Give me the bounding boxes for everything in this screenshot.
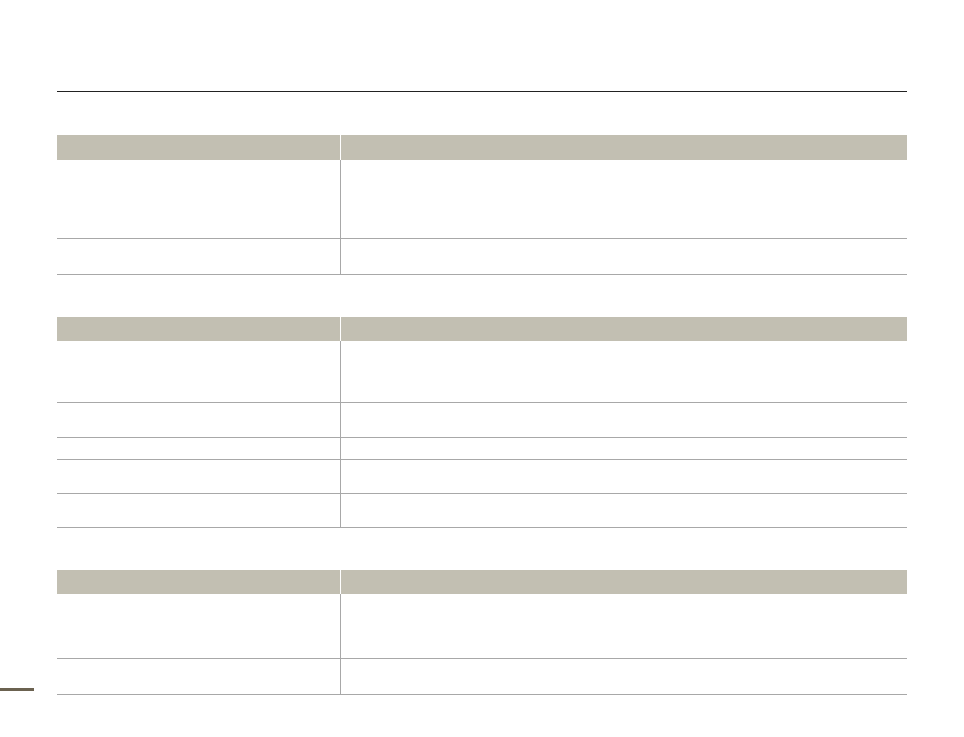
table-header xyxy=(57,317,907,341)
table-2 xyxy=(57,317,907,528)
table-3 xyxy=(57,570,907,695)
table-header xyxy=(57,135,907,160)
table-1 xyxy=(57,135,907,275)
page-marker xyxy=(0,688,34,691)
table-header xyxy=(57,570,907,594)
